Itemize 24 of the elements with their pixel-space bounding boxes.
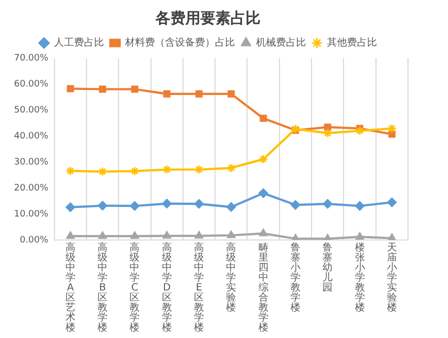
y-tick-label: 40.00%: [14, 131, 49, 142]
legend-label: 人工费占比: [54, 36, 104, 49]
y-tick-label: 10.00%: [14, 209, 49, 220]
y-tick-label: 0.00%: [20, 235, 49, 246]
chart-title: 各费用要素占比: [154, 8, 260, 27]
x-tick-label: 天庙小学实验楼: [386, 242, 397, 314]
x-tick-label: 高级中学实验楼: [226, 242, 236, 314]
category-label: 高级中学C区教学楼: [130, 242, 140, 334]
legend-label: 机械费占比: [256, 36, 306, 49]
y-tick-label: 30.00%: [14, 157, 49, 168]
legend-label: 其他费占比: [327, 36, 377, 49]
y-tick-label: 70.00%: [14, 53, 49, 64]
x-tick-label: 鲁寨幼儿园: [322, 242, 333, 294]
category-label: 畴里四中综合教学楼: [258, 242, 268, 334]
y-tick-label: 20.00%: [14, 183, 49, 194]
category-label: 高级中学B区教学楼: [98, 242, 108, 334]
category-label: 高级中学E区教学楼: [194, 242, 204, 334]
y-tick-label: 60.00%: [14, 79, 49, 90]
x-tick-label: 楼张小学教学楼: [354, 242, 365, 314]
x-tick-label: 鲁寨小学教学楼: [290, 242, 300, 314]
y-tick-label: 50.00%: [14, 105, 49, 116]
legend-label: 材料费（含设备费）占比: [124, 36, 235, 49]
category-label: 高级中学A区艺术楼: [65, 242, 76, 334]
category-label: 高级中学D区教学楼: [162, 242, 172, 334]
